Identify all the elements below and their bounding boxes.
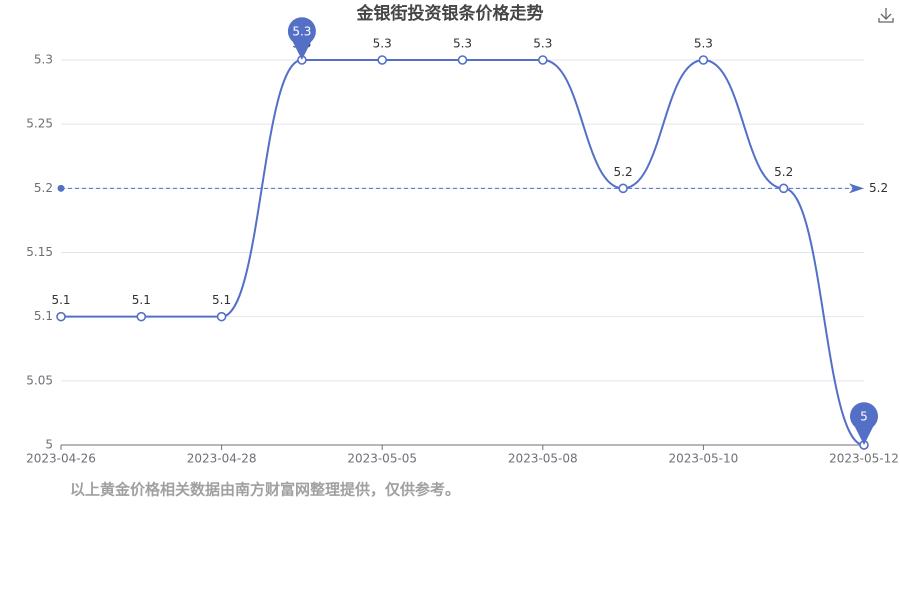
x-tick-label: 2023-04-26	[26, 452, 96, 466]
data-label: 5.2	[614, 165, 633, 179]
y-tick-label: 5.05	[26, 373, 53, 387]
point	[216, 311, 227, 322]
point	[136, 311, 147, 322]
x-tick-label: 2023-05-10	[669, 452, 739, 466]
average-label: 5.2	[869, 181, 888, 195]
point	[778, 183, 789, 194]
point	[377, 55, 388, 65]
y-tick-label: 5.25	[26, 117, 53, 131]
data-label: 5.1	[51, 293, 70, 307]
data-label: 5.3	[533, 37, 552, 51]
mark-pin-label: 5	[860, 410, 868, 424]
y-tick-label: 5.3	[34, 53, 53, 67]
data-label: 5.1	[132, 293, 151, 307]
data-label: 5.3	[694, 37, 713, 51]
x-tick-label: 2023-05-08	[508, 452, 578, 466]
y-tick-label: 5.15	[26, 245, 53, 259]
data-label: 5.3	[373, 37, 392, 51]
x-tick-label: 2023-04-28	[187, 452, 257, 466]
mark-pin	[850, 402, 878, 445]
data-label: 5.1	[212, 293, 231, 307]
x-tick-label: 2023-05-05	[347, 452, 417, 466]
data-label: 5.3	[453, 37, 472, 51]
mark-pin-label: 5.3	[292, 25, 311, 39]
x-tick-label: 2023-05-12	[829, 452, 899, 466]
chart-title: 金银街投资银条价格走势	[356, 3, 544, 24]
line	[61, 58, 865, 446]
point	[56, 311, 66, 322]
mark-pin	[287, 17, 316, 60]
data-label: 5.2	[774, 165, 793, 179]
point	[537, 55, 548, 65]
y-tick-label: 5.1	[34, 309, 53, 323]
y-tick-label: 5	[45, 438, 53, 452]
average-arrow	[849, 183, 864, 194]
download-icon[interactable]	[878, 8, 894, 23]
y-tick-label: 5.2	[34, 181, 53, 195]
point	[457, 55, 468, 65]
point	[618, 183, 628, 194]
point	[698, 55, 709, 65]
footnote: 以上黄金价格相关数据由南方财富网整理提供，仅供参考。	[70, 481, 460, 499]
